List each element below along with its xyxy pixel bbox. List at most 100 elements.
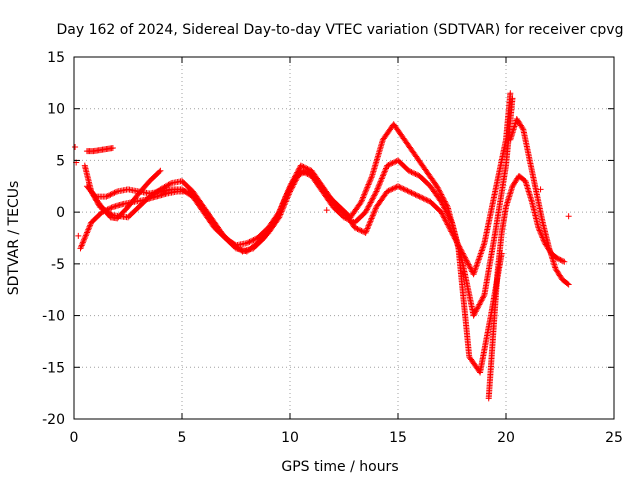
- data-point: [276, 209, 283, 216]
- data-point: [382, 166, 389, 173]
- data-point: [441, 216, 448, 223]
- data-point: [473, 263, 480, 270]
- data-point: [365, 203, 372, 210]
- data-point: [323, 207, 330, 214]
- data-point: [507, 90, 514, 97]
- data-point: [388, 160, 395, 167]
- data-point: [537, 230, 544, 237]
- data-point: [536, 227, 543, 234]
- data-point: [541, 238, 548, 245]
- data-point: [288, 182, 295, 189]
- data-point: [81, 235, 88, 242]
- data-point: [107, 191, 114, 198]
- data-point: [367, 177, 374, 184]
- data-point: [363, 185, 370, 192]
- data-point: [341, 214, 347, 221]
- data-point: [86, 223, 93, 230]
- data-point: [473, 262, 480, 269]
- data-point: [472, 266, 479, 273]
- data-point: [245, 239, 252, 246]
- data-point: [408, 169, 415, 176]
- data-point: [438, 210, 445, 217]
- data-point: [405, 188, 412, 195]
- data-point: [280, 197, 287, 204]
- data-point: [81, 236, 88, 243]
- data-point: [287, 183, 294, 190]
- data-point: [467, 264, 473, 271]
- data-point: [366, 219, 373, 226]
- data-point: [377, 179, 383, 186]
- data-point: [367, 218, 374, 225]
- data-point: [83, 230, 90, 237]
- data-point: [554, 255, 561, 262]
- y-tick-label: -5: [51, 257, 65, 273]
- data-point: [85, 225, 92, 232]
- y-tick-label: -15: [42, 360, 65, 376]
- data-point: [416, 193, 423, 200]
- data-point: [477, 298, 484, 305]
- data-point: [370, 193, 377, 200]
- series-sat-e: [83, 145, 116, 155]
- data-point: [78, 243, 85, 250]
- data-point: [405, 167, 412, 174]
- isolated-points: [72, 143, 572, 239]
- data-point: [355, 226, 362, 233]
- data-point: [419, 194, 426, 201]
- data-point: [473, 307, 480, 314]
- data-point: [372, 206, 379, 213]
- data-point: [358, 197, 365, 204]
- data-point: [470, 271, 477, 278]
- data-point: [72, 143, 79, 150]
- data-point: [443, 218, 450, 225]
- data-point: [436, 187, 443, 194]
- data-point: [282, 193, 289, 200]
- data-point: [395, 183, 401, 190]
- data-point: [466, 262, 473, 269]
- data-point: [407, 168, 414, 175]
- data-point: [372, 189, 379, 196]
- data-point: [444, 221, 451, 228]
- data-point: [436, 188, 443, 195]
- data-point: [381, 169, 388, 176]
- data-point: [388, 186, 395, 193]
- data-point: [296, 171, 303, 178]
- data-point: [411, 191, 418, 198]
- data-point: [479, 246, 486, 253]
- data-point: [396, 183, 403, 190]
- data-point: [300, 163, 307, 170]
- data-point: [357, 227, 364, 234]
- data-point: [540, 235, 547, 242]
- data-point: [479, 296, 486, 303]
- data-point: [383, 165, 389, 172]
- data-point: [439, 211, 446, 218]
- data-point: [75, 232, 82, 239]
- data-point: [519, 125, 526, 132]
- data-point: [371, 191, 378, 198]
- data-point: [561, 258, 568, 265]
- data-point: [480, 243, 487, 250]
- data-point: [440, 195, 447, 202]
- y-tick-label: -20: [42, 412, 65, 428]
- data-point: [300, 169, 307, 176]
- data-point: [564, 280, 571, 287]
- data-point: [111, 189, 118, 196]
- x-tick-label: 25: [605, 430, 623, 446]
- data-point: [537, 186, 544, 193]
- data-point: [424, 197, 431, 204]
- data-point: [364, 184, 371, 191]
- data-point: [369, 214, 376, 221]
- data-point: [368, 216, 374, 223]
- data-point: [368, 174, 375, 181]
- data-point: [537, 228, 544, 235]
- data-point: [476, 301, 483, 308]
- data-point: [156, 168, 163, 175]
- data-point: [371, 209, 377, 216]
- data-point: [441, 214, 448, 221]
- data-point: [79, 241, 86, 248]
- data-point: [470, 312, 477, 319]
- data-point: [368, 198, 375, 205]
- data-point: [85, 226, 92, 233]
- data-point: [442, 199, 449, 206]
- data-point: [78, 242, 85, 249]
